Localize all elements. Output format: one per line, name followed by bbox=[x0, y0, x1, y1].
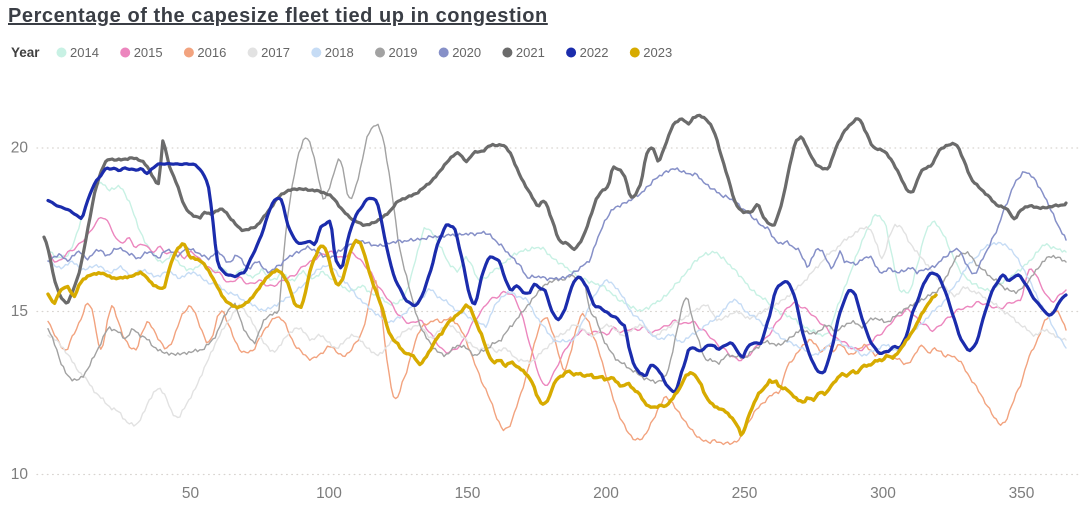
svg-text:10: 10 bbox=[11, 466, 29, 483]
svg-text:250: 250 bbox=[732, 485, 758, 502]
svg-text:2015: 2015 bbox=[134, 45, 163, 60]
svg-text:2016: 2016 bbox=[197, 45, 226, 60]
svg-text:50: 50 bbox=[182, 485, 200, 502]
svg-text:Year: Year bbox=[11, 45, 40, 60]
svg-text:2022: 2022 bbox=[580, 45, 609, 60]
svg-text:100: 100 bbox=[316, 485, 342, 502]
svg-text:350: 350 bbox=[1009, 485, 1035, 502]
svg-text:2017: 2017 bbox=[261, 45, 290, 60]
svg-text:20: 20 bbox=[11, 140, 29, 157]
svg-text:2021: 2021 bbox=[516, 45, 545, 60]
svg-text:2020: 2020 bbox=[452, 45, 481, 60]
svg-text:200: 200 bbox=[593, 485, 619, 502]
svg-text:2018: 2018 bbox=[325, 45, 354, 60]
svg-text:15: 15 bbox=[11, 303, 28, 320]
svg-text:2014: 2014 bbox=[70, 45, 99, 60]
svg-text:300: 300 bbox=[870, 485, 896, 502]
svg-text:150: 150 bbox=[455, 485, 481, 502]
svg-text:2019: 2019 bbox=[389, 45, 418, 60]
svg-text:2023: 2023 bbox=[643, 45, 672, 60]
